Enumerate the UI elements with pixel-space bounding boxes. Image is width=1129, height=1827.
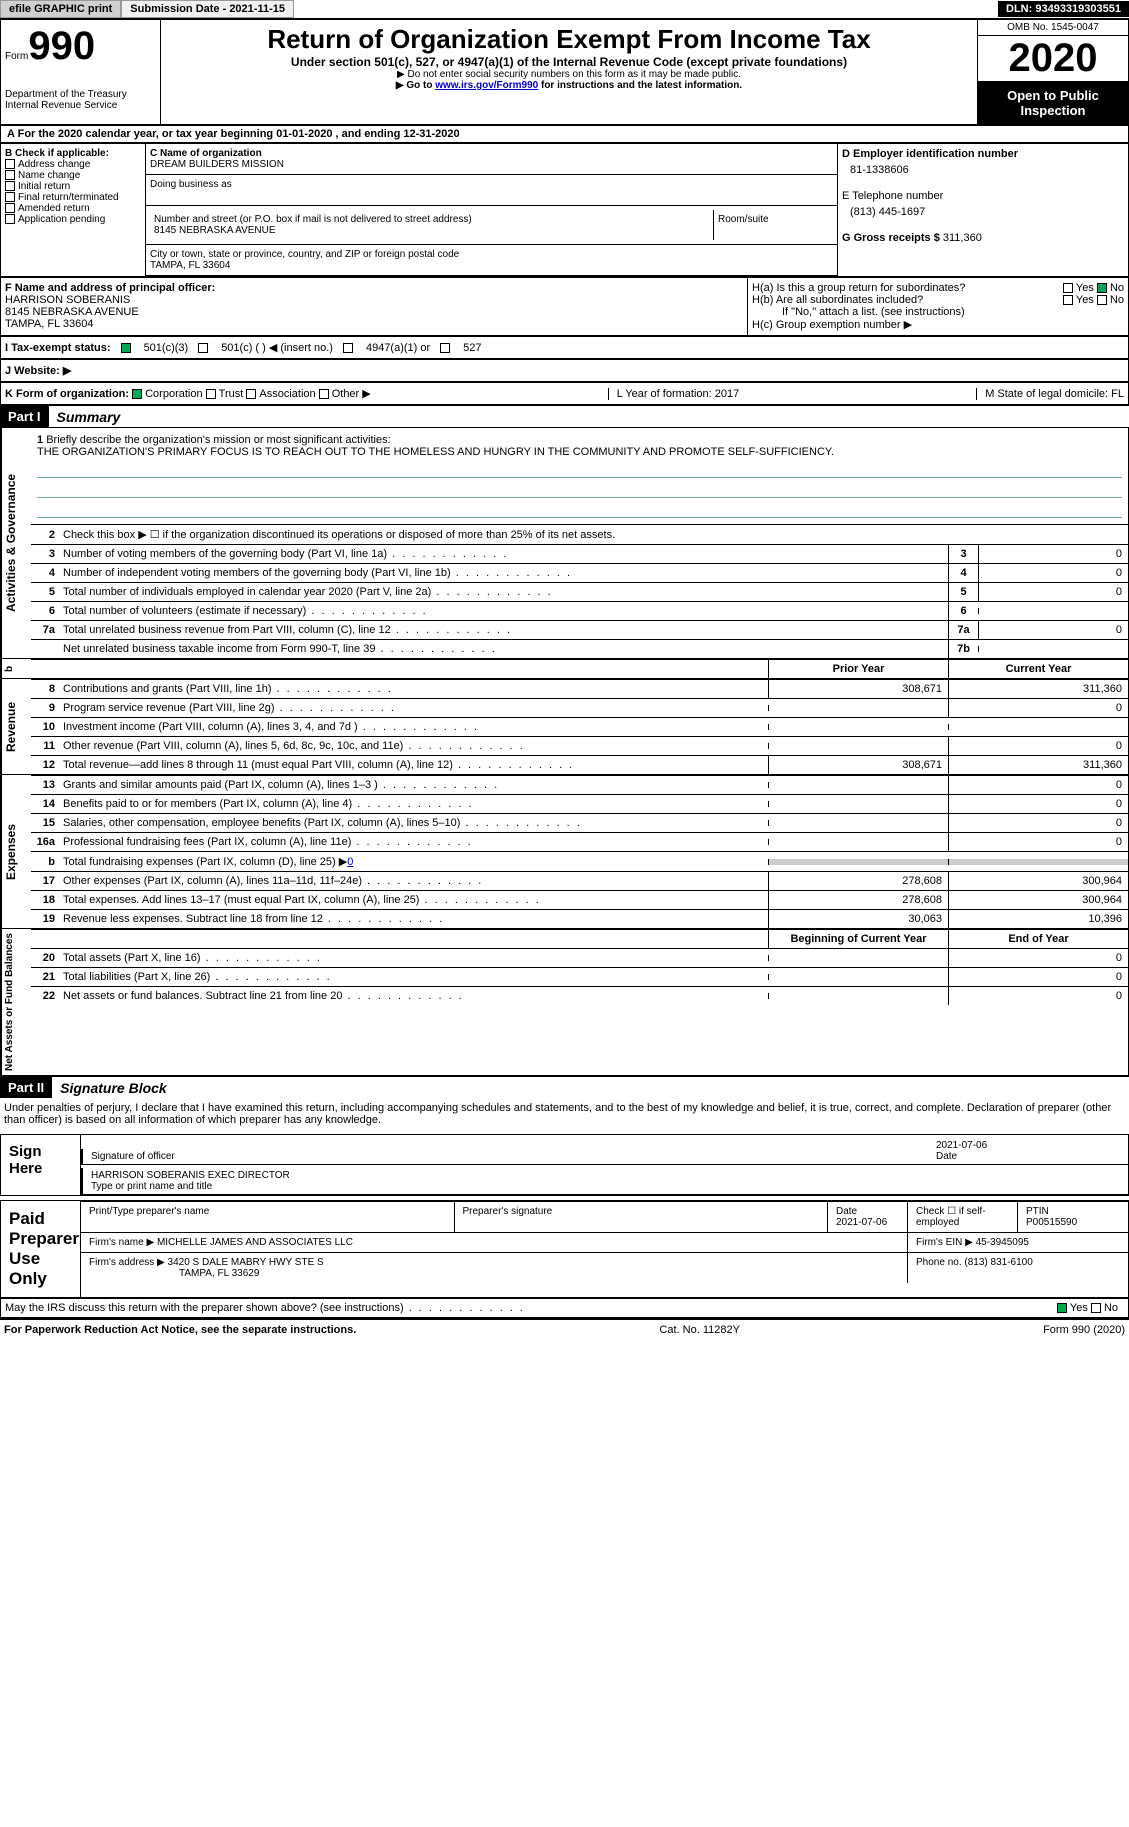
side-net-assets: Net Assets or Fund Balances: [1, 929, 31, 1075]
section-h: H(a) Is this a group return for subordin…: [748, 278, 1128, 335]
section-klm: K Form of organization: Corporation Trus…: [0, 382, 1129, 405]
section-j: J Website: ▶: [0, 359, 1129, 382]
table-row: 20Total assets (Part X, line 16)0: [31, 948, 1128, 967]
table-row: 9Program service revenue (Part VIII, lin…: [31, 698, 1128, 717]
footer: For Paperwork Reduction Act Notice, see …: [0, 1318, 1129, 1340]
form-label: Form: [5, 51, 28, 62]
part-i-header: Part I Summary: [0, 405, 1129, 427]
org-city: TAMPA, FL 33604: [150, 260, 833, 271]
sign-here-block: Sign Here Signature of officer 2021-07-0…: [0, 1134, 1129, 1196]
table-row: 12Total revenue—add lines 8 through 11 (…: [31, 755, 1128, 774]
dept-treasury: Department of the Treasury: [5, 89, 156, 100]
table-row: 22Net assets or fund balances. Subtract …: [31, 986, 1128, 1005]
table-row: 10Investment income (Part VIII, column (…: [31, 717, 1128, 736]
section-b: B Check if applicable: Address change Na…: [1, 144, 146, 276]
discuss-row: May the IRS discuss this return with the…: [0, 1298, 1129, 1318]
section-deg: D Employer identification number 81-1338…: [838, 144, 1128, 276]
table-row: 3Number of voting members of the governi…: [31, 544, 1128, 563]
gross-receipts: 311,360: [943, 232, 982, 244]
table-row: 16aProfessional fundraising fees (Part I…: [31, 832, 1128, 851]
mission-block: 1 Briefly describe the organization's mi…: [31, 428, 1128, 524]
form-number: 990: [28, 24, 95, 68]
table-row: 17Other expenses (Part IX, column (A), l…: [31, 871, 1128, 890]
table-row: 18Total expenses. Add lines 13–17 (must …: [31, 890, 1128, 909]
col-beginning: Beginning of Current Year: [768, 930, 948, 948]
section-c: C Name of organization DREAM BUILDERS MI…: [146, 144, 838, 276]
table-row: 8Contributions and grants (Part VIII, li…: [31, 679, 1128, 698]
table-row: 7aTotal unrelated business revenue from …: [31, 620, 1128, 639]
irs-label: Internal Revenue Service: [5, 100, 156, 111]
note-link: ▶ Go to www.irs.gov/Form990 for instruct…: [165, 80, 973, 91]
table-row: 14Benefits paid to or for members (Part …: [31, 794, 1128, 813]
org-address: 8145 NEBRASKA AVENUE: [154, 225, 709, 236]
firm-name: MICHELLE JAMES AND ASSOCIATES LLC: [157, 1237, 353, 1248]
table-row: 13Grants and similar amounts paid (Part …: [31, 775, 1128, 794]
part-ii-header: Part II Signature Block: [0, 1076, 1129, 1098]
open-public: Open to Public Inspection: [978, 82, 1128, 124]
side-expenses: Expenses: [1, 775, 31, 928]
col-current-year: Current Year: [948, 660, 1128, 678]
topbar: efile GRAPHIC print Submission Date - 20…: [0, 0, 1129, 19]
firm-ein: 45-3945095: [976, 1237, 1029, 1248]
penalty-text: Under penalties of perjury, I declare th…: [0, 1098, 1129, 1130]
submission-date: Submission Date - 2021-11-15: [121, 0, 294, 18]
table-row: 21Total liabilities (Part X, line 26)0: [31, 967, 1128, 986]
table-row: 15Salaries, other compensation, employee…: [31, 813, 1128, 832]
table-row: 11Other revenue (Part VIII, column (A), …: [31, 736, 1128, 755]
telephone: (813) 445-1697: [842, 202, 1124, 232]
section-f: F Name and address of principal officer:…: [1, 278, 748, 335]
efile-button[interactable]: efile GRAPHIC print: [0, 0, 121, 18]
col-end: End of Year: [948, 930, 1128, 948]
tax-year: 2020: [978, 36, 1128, 82]
side-b: b: [1, 659, 31, 678]
section-a: A For the 2020 calendar year, or tax yea…: [0, 125, 1129, 143]
org-name: DREAM BUILDERS MISSION: [150, 159, 833, 170]
note-ssn: ▶ Do not enter social security numbers o…: [165, 69, 973, 80]
officer-name: HARRISON SOBERANIS EXEC DIRECTOR: [91, 1170, 1120, 1181]
form-subtitle: Under section 501(c), 527, or 4947(a)(1)…: [165, 55, 973, 69]
form-title: Return of Organization Exempt From Incom…: [165, 24, 973, 55]
omb-number: OMB No. 1545-0047: [978, 20, 1128, 36]
side-governance: Activities & Governance: [1, 428, 31, 658]
side-revenue: Revenue: [1, 679, 31, 774]
form-header: Form990 Department of the Treasury Inter…: [0, 19, 1129, 125]
table-row: 5Total number of individuals employed in…: [31, 582, 1128, 601]
preparer-block: Paid Preparer Use Only Print/Type prepar…: [0, 1200, 1129, 1298]
table-row: 6Total number of volunteers (estimate if…: [31, 601, 1128, 620]
table-row: Net unrelated business taxable income fr…: [31, 639, 1128, 658]
table-row: 19Revenue less expenses. Subtract line 1…: [31, 909, 1128, 928]
mission-text: THE ORGANIZATION'S PRIMARY FOCUS IS TO R…: [37, 446, 1122, 458]
dln: DLN: 93493319303551: [998, 1, 1129, 17]
section-i: I Tax-exempt status: 501(c)(3) 501(c) ( …: [0, 336, 1129, 359]
preparer-phone: (813) 831-6100: [964, 1257, 1032, 1268]
ein: 81-1338606: [842, 160, 1124, 190]
ptin: P00515590: [1026, 1217, 1077, 1228]
irs-link[interactable]: www.irs.gov/Form990: [435, 80, 538, 91]
col-prior-year: Prior Year: [768, 660, 948, 678]
table-row: 4Number of independent voting members of…: [31, 563, 1128, 582]
